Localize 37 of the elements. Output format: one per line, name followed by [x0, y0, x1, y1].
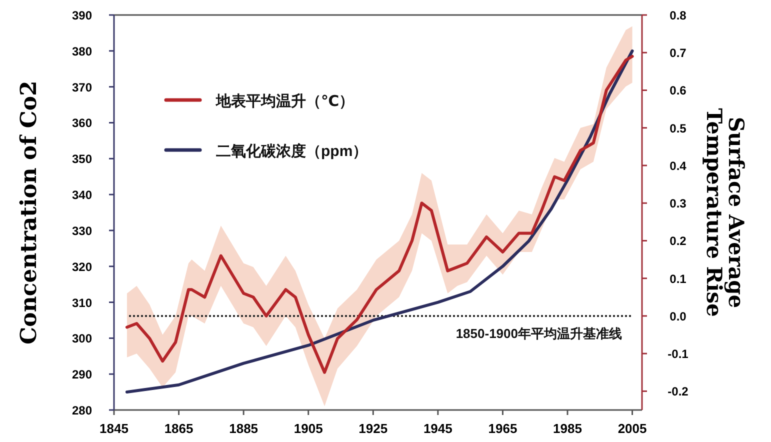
y2-tick-label: 0.1	[670, 272, 687, 286]
x-tick-label: 1885	[229, 421, 258, 436]
y-tick-label: 280	[72, 404, 92, 418]
y-tick-label: 300	[72, 332, 92, 346]
y2-tick-label: 0.6	[670, 84, 687, 98]
y2-tick-label: -0.2	[668, 384, 689, 399]
x-tick-label: 1985	[553, 421, 582, 436]
y2-tick-label: 0.7	[670, 46, 687, 60]
x-tick-label: 1905	[294, 421, 323, 436]
y-tick-label: 320	[72, 260, 92, 274]
x-tick-label: 1945	[423, 421, 452, 436]
y2-tick-label: 0.4	[670, 158, 687, 173]
y-tick-label: 330	[72, 224, 92, 238]
y2-tick-label: 0.0	[670, 309, 687, 324]
y-tick-label: 370	[72, 80, 92, 94]
y2-axis-title: Surface Average Temperature Rise	[702, 108, 749, 317]
y2-tick-label: 0.5	[670, 121, 687, 136]
y2-tick-label: 0.8	[670, 8, 687, 22]
y-tick-label: 350	[72, 152, 92, 166]
x-tick-label: 1925	[358, 421, 388, 436]
legend-label: 二氧化碳浓度（ppm）	[216, 142, 368, 160]
y-tick-label: 340	[72, 188, 92, 202]
y-tick-label: 290	[72, 368, 92, 382]
legend-label: 地表平均温升（℃）	[215, 93, 354, 110]
ref-line-label: 1850-1900年平均温升基准线	[456, 326, 622, 341]
y2-tick-label: 0.2	[670, 234, 687, 248]
y-axis-title: Concentration of Co2	[16, 80, 42, 344]
x-tick-label: 1865	[164, 421, 194, 436]
y-tick-label: 380	[72, 44, 92, 58]
y-tick-label: 360	[72, 116, 92, 130]
y2-tick-label: -0.1	[668, 347, 689, 362]
y-tick-label: 390	[72, 8, 92, 22]
x-tick-label: 1965	[488, 421, 518, 436]
y2-tick-label: 0.3	[670, 196, 687, 211]
y-tick-label: 310	[72, 296, 92, 310]
x-tick-label: 2005	[618, 421, 647, 436]
x-tick-label: 1845	[100, 421, 128, 436]
